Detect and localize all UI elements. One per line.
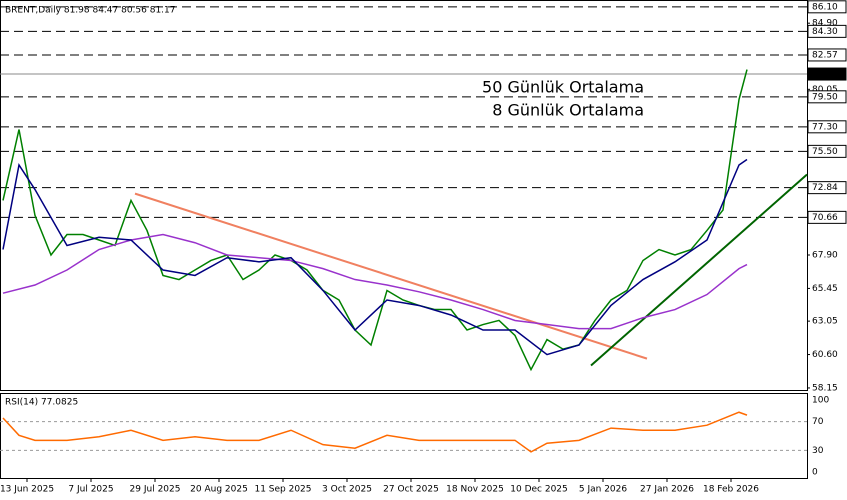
legend-label: 8 Günlük Ortalama bbox=[492, 101, 644, 120]
level-box bbox=[807, 67, 847, 81]
price-panel bbox=[0, 0, 808, 391]
level-box bbox=[807, 24, 847, 38]
level-box bbox=[807, 181, 847, 195]
level-label: 75.50 bbox=[812, 147, 838, 157]
x-tick-label: 7 Jul 2025 bbox=[68, 485, 113, 495]
x-tick-label: 5 Jan 2026 bbox=[579, 485, 627, 495]
level-label: 81.17 bbox=[812, 70, 838, 80]
level-box bbox=[807, 48, 847, 62]
chart-title: BRENT,Daily 81.98 84.47 80.56 81.17 bbox=[5, 6, 175, 16]
level-label: 72.84 bbox=[812, 183, 838, 193]
rsi-label: RSI(14) 77.0825 bbox=[5, 398, 78, 408]
y-tick-label: 60.60 bbox=[812, 350, 838, 360]
x-tick-label: 18 Nov 2025 bbox=[446, 485, 504, 495]
y-tick-label: 65.45 bbox=[812, 284, 838, 294]
level-box bbox=[807, 210, 847, 224]
level-label: 86.10 bbox=[812, 2, 838, 12]
legend-label: 50 Günlük Ortalama bbox=[482, 78, 644, 97]
level-label: 79.50 bbox=[812, 92, 838, 102]
x-tick-label: 29 Jul 2025 bbox=[130, 485, 181, 495]
y-tick-label: 84.90 bbox=[812, 19, 838, 29]
level-box bbox=[807, 90, 847, 104]
y-tick-label: 58.15 bbox=[812, 383, 838, 393]
y-tick-label: 80.05 bbox=[812, 85, 838, 95]
level-label: 84.30 bbox=[812, 27, 838, 37]
level-label: 70.66 bbox=[812, 213, 838, 223]
x-tick-label: 18 Feb 2026 bbox=[703, 485, 759, 495]
series-line bbox=[2, 69, 748, 372]
series-line bbox=[2, 411, 748, 453]
y-tick-label: 67.90 bbox=[812, 251, 838, 261]
rsi-panel bbox=[0, 393, 808, 479]
x-tick-label: 3 Oct 2025 bbox=[322, 485, 372, 495]
y-tick-label: 63.05 bbox=[812, 317, 838, 327]
level-label: 77.30 bbox=[812, 122, 838, 132]
x-tick-label: 11 Sep 2025 bbox=[254, 485, 311, 495]
level-box bbox=[807, 144, 847, 158]
x-tick-label: 20 Aug 2025 bbox=[190, 485, 248, 495]
x-tick-label: 27 Jan 2026 bbox=[640, 485, 694, 495]
level-box bbox=[807, 120, 847, 134]
trendline bbox=[590, 173, 808, 367]
rsi-tick-label: 0 bbox=[812, 468, 818, 478]
x-tick-label: 10 Dec 2025 bbox=[510, 485, 568, 495]
rsi-tick-label: 70 bbox=[812, 417, 824, 427]
x-tick-label: 13 Jun 2025 bbox=[0, 485, 54, 495]
x-tick-label: 27 Oct 2025 bbox=[383, 485, 439, 495]
rsi-tick-label: 100 bbox=[812, 395, 829, 405]
trendline bbox=[134, 192, 648, 360]
level-label: 82.57 bbox=[812, 50, 838, 60]
series-line bbox=[2, 158, 748, 356]
level-box bbox=[807, 0, 847, 14]
rsi-tick-label: 30 bbox=[812, 446, 824, 456]
